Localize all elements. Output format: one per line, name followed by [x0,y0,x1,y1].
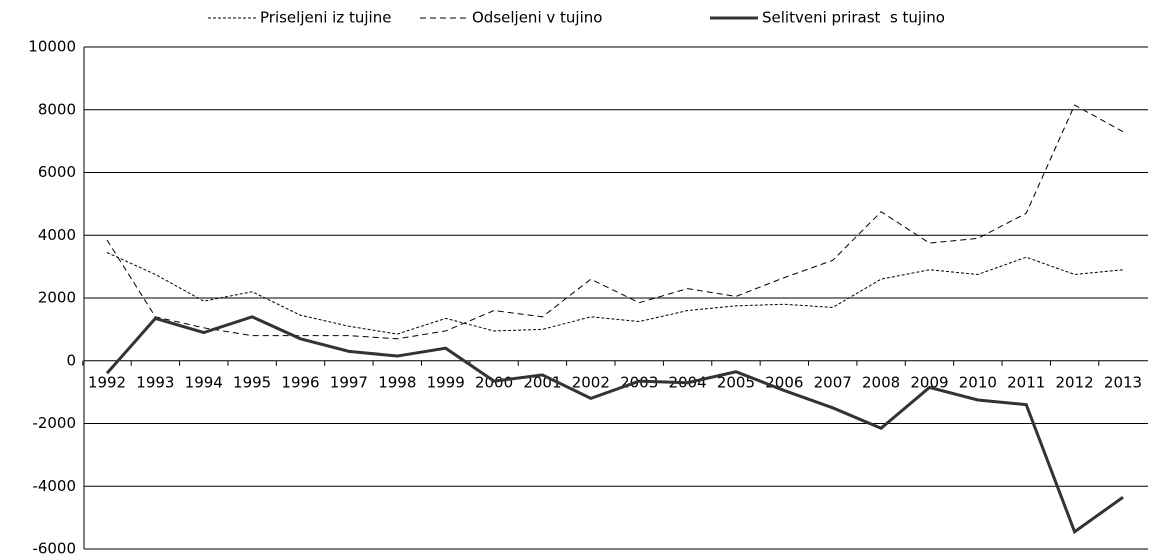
y-tick-label: 10000 [28,38,76,56]
legend-label: Odseljeni v tujino [472,9,602,27]
y-tick-label: 8000 [38,100,76,118]
x-tick-label: 2011 [1007,373,1045,391]
y-tick-label: -4000 [32,477,76,495]
x-tick-label: 1998 [378,373,416,391]
x-tick-label: 2006 [765,373,803,391]
series-line [106,104,1124,340]
series-line [105,315,1124,535]
legend-label: Selitveni prirast s tujino [762,9,945,27]
y-tick-label: -2000 [32,414,76,432]
x-tick-label: 2012 [1056,373,1094,391]
x-tick-label: 1996 [281,373,319,391]
x-tick-label: 2002 [572,373,610,391]
x-tick-label: 2001 [523,373,561,391]
x-tick-label: 1992 [88,373,126,391]
y-tick-label: 6000 [38,163,76,181]
series-line [106,252,1124,335]
x-tick-label: 2005 [717,373,755,391]
x-tick-label: 2010 [959,373,997,391]
y-tick-label: 0 [66,351,76,369]
y-tick-label: 2000 [38,289,76,307]
y-tick-label: 4000 [38,226,76,244]
x-tick-label: 1994 [185,373,223,391]
y-tick-label: -6000 [32,540,76,557]
x-tick-label: 1993 [136,373,174,391]
x-tick-label: 1999 [427,373,465,391]
x-tick-label: 2008 [862,373,900,391]
legend-label: Priseljeni iz tujine [260,9,391,27]
x-tick-label: 2007 [814,373,852,391]
x-tick-label: 1997 [330,373,368,391]
x-tick-label: 2009 [910,373,948,391]
x-tick-label: 1995 [233,373,271,391]
x-tick-label: 2013 [1104,373,1142,391]
